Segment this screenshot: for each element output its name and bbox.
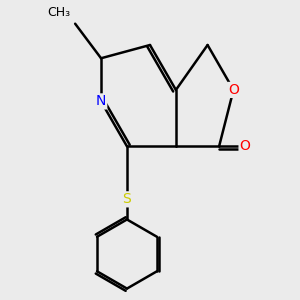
Text: S: S <box>123 192 131 206</box>
Text: O: O <box>228 83 239 97</box>
Text: O: O <box>240 140 250 153</box>
Text: N: N <box>96 94 106 108</box>
Text: CH₃: CH₃ <box>47 6 70 19</box>
